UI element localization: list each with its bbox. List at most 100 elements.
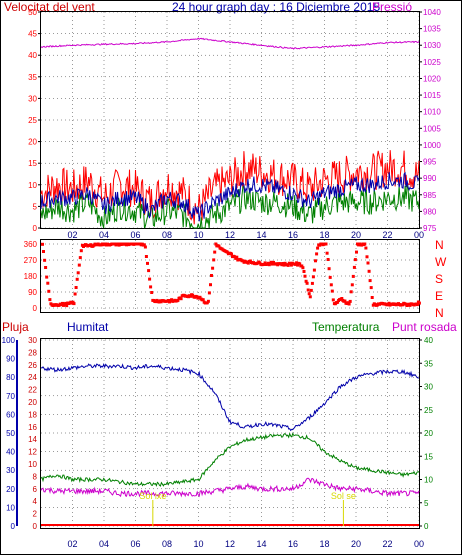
direction-point	[387, 301, 391, 305]
direction-point	[364, 246, 368, 250]
direction-point	[417, 301, 421, 305]
climate-x-tick-label: 16	[288, 539, 298, 549]
pressure-tick-label: 980	[423, 207, 437, 216]
wind-left-tick-label: 40	[28, 51, 37, 60]
humidity-tick-label: 30	[6, 466, 15, 475]
rain-tick-label: 24	[28, 373, 37, 382]
direction-tick-label: 360	[24, 240, 38, 249]
direction-point	[370, 296, 374, 299]
temp-tick-label: 0	[424, 522, 429, 531]
sunset-label: Sol se	[331, 491, 356, 501]
direction-point	[41, 242, 44, 246]
wind-x-tick-label: 10	[193, 230, 203, 240]
direction-point	[75, 277, 79, 281]
rain-tick-label: 18	[28, 410, 37, 419]
direction-point	[302, 270, 306, 273]
direction-point	[89, 243, 93, 247]
direction-point	[74, 286, 78, 289]
direction-point	[289, 263, 293, 267]
temp-tick-label: 20	[424, 429, 433, 438]
direction-point	[230, 252, 233, 256]
direction-point	[76, 271, 80, 275]
direction-point	[348, 299, 352, 303]
wind-x-tick-label: 20	[351, 230, 361, 240]
direction-point	[328, 275, 332, 279]
humidity-line	[40, 363, 420, 432]
temperature-line	[40, 432, 420, 487]
direction-point	[286, 263, 290, 267]
direction-point	[331, 298, 335, 302]
direction-point	[326, 258, 330, 261]
direction-point	[270, 262, 274, 266]
direction-label-n: N	[435, 238, 444, 252]
direction-point	[353, 258, 357, 262]
direction-point	[48, 298, 52, 302]
direction-point	[267, 263, 271, 267]
direction-point	[170, 298, 174, 302]
direction-tick-label: 270	[24, 256, 38, 265]
direction-point	[350, 283, 354, 287]
pressure-tick-label: 995	[423, 158, 437, 167]
wind-left-tick-label: 5	[33, 202, 38, 211]
temp-tick-label: 25	[424, 406, 433, 415]
climate-x-tick-label: 18	[319, 539, 329, 549]
climate-x-tick-label: 00	[414, 539, 424, 549]
humidity-label: Humitat	[67, 320, 109, 334]
direction-point	[209, 283, 212, 287]
direction-point	[347, 302, 351, 306]
wind-left-tick-label: 25	[28, 116, 37, 125]
direction-point	[65, 304, 69, 308]
direction-point	[310, 281, 314, 285]
direction-point	[78, 256, 82, 260]
direction-point	[312, 268, 316, 272]
direction-point	[235, 255, 239, 259]
direction-point	[191, 293, 195, 297]
direction-point	[176, 298, 180, 302]
climate-x-tick-label: 14	[256, 539, 266, 549]
sunrise-label: Sol ixe	[139, 491, 166, 501]
humidity-tick-label: 40	[6, 448, 15, 457]
direction-point	[306, 288, 310, 292]
direction-point	[324, 242, 328, 246]
direction-point	[300, 264, 304, 268]
direction-point	[207, 291, 211, 295]
direction-point	[303, 274, 307, 278]
direction-point	[73, 292, 77, 296]
direction-point	[281, 262, 285, 265]
humidity-tick-label: 10	[6, 503, 15, 512]
direction-point	[355, 250, 358, 254]
direction-point	[308, 295, 312, 299]
direction-point	[301, 266, 305, 270]
direction-point	[233, 255, 237, 259]
direction-point	[329, 283, 333, 287]
grid-lines	[41, 11, 420, 527]
direction-point	[47, 289, 51, 293]
sun-markers: Sol ixe Sol se	[139, 491, 356, 526]
direction-point	[369, 286, 373, 290]
direction-point	[142, 243, 146, 247]
humidity-tick-label: 100	[2, 336, 16, 345]
rain-tick-label: 10	[28, 460, 37, 469]
direction-point	[349, 290, 353, 294]
wind-min-line	[40, 184, 420, 229]
direction-label-s: S	[435, 272, 443, 286]
direction-point	[295, 261, 299, 265]
pressure-tick-label: 1005	[423, 124, 441, 133]
direction-point	[146, 261, 149, 265]
dewpoint-label: Punt rosada	[392, 320, 457, 334]
direction-point	[340, 297, 344, 300]
chart-title: 24 hour graph day : 16 Diciembre 2015	[172, 0, 380, 14]
direction-point	[72, 302, 76, 306]
direction-point	[311, 275, 315, 279]
wind-x-tick-label: 12	[225, 230, 235, 240]
rain-tick-label: 14	[28, 435, 37, 444]
direction-point	[64, 301, 68, 305]
wind-gust-line	[40, 150, 420, 225]
temp-tick-label: 15	[424, 452, 433, 461]
rain-tick-label: 28	[28, 348, 37, 357]
direction-point	[179, 297, 183, 301]
direction-point	[214, 242, 218, 246]
pressure-tick-label: 1020	[423, 74, 441, 83]
rain-tick-label: 22	[28, 386, 37, 395]
pressure-tick-label: 1025	[423, 58, 441, 67]
